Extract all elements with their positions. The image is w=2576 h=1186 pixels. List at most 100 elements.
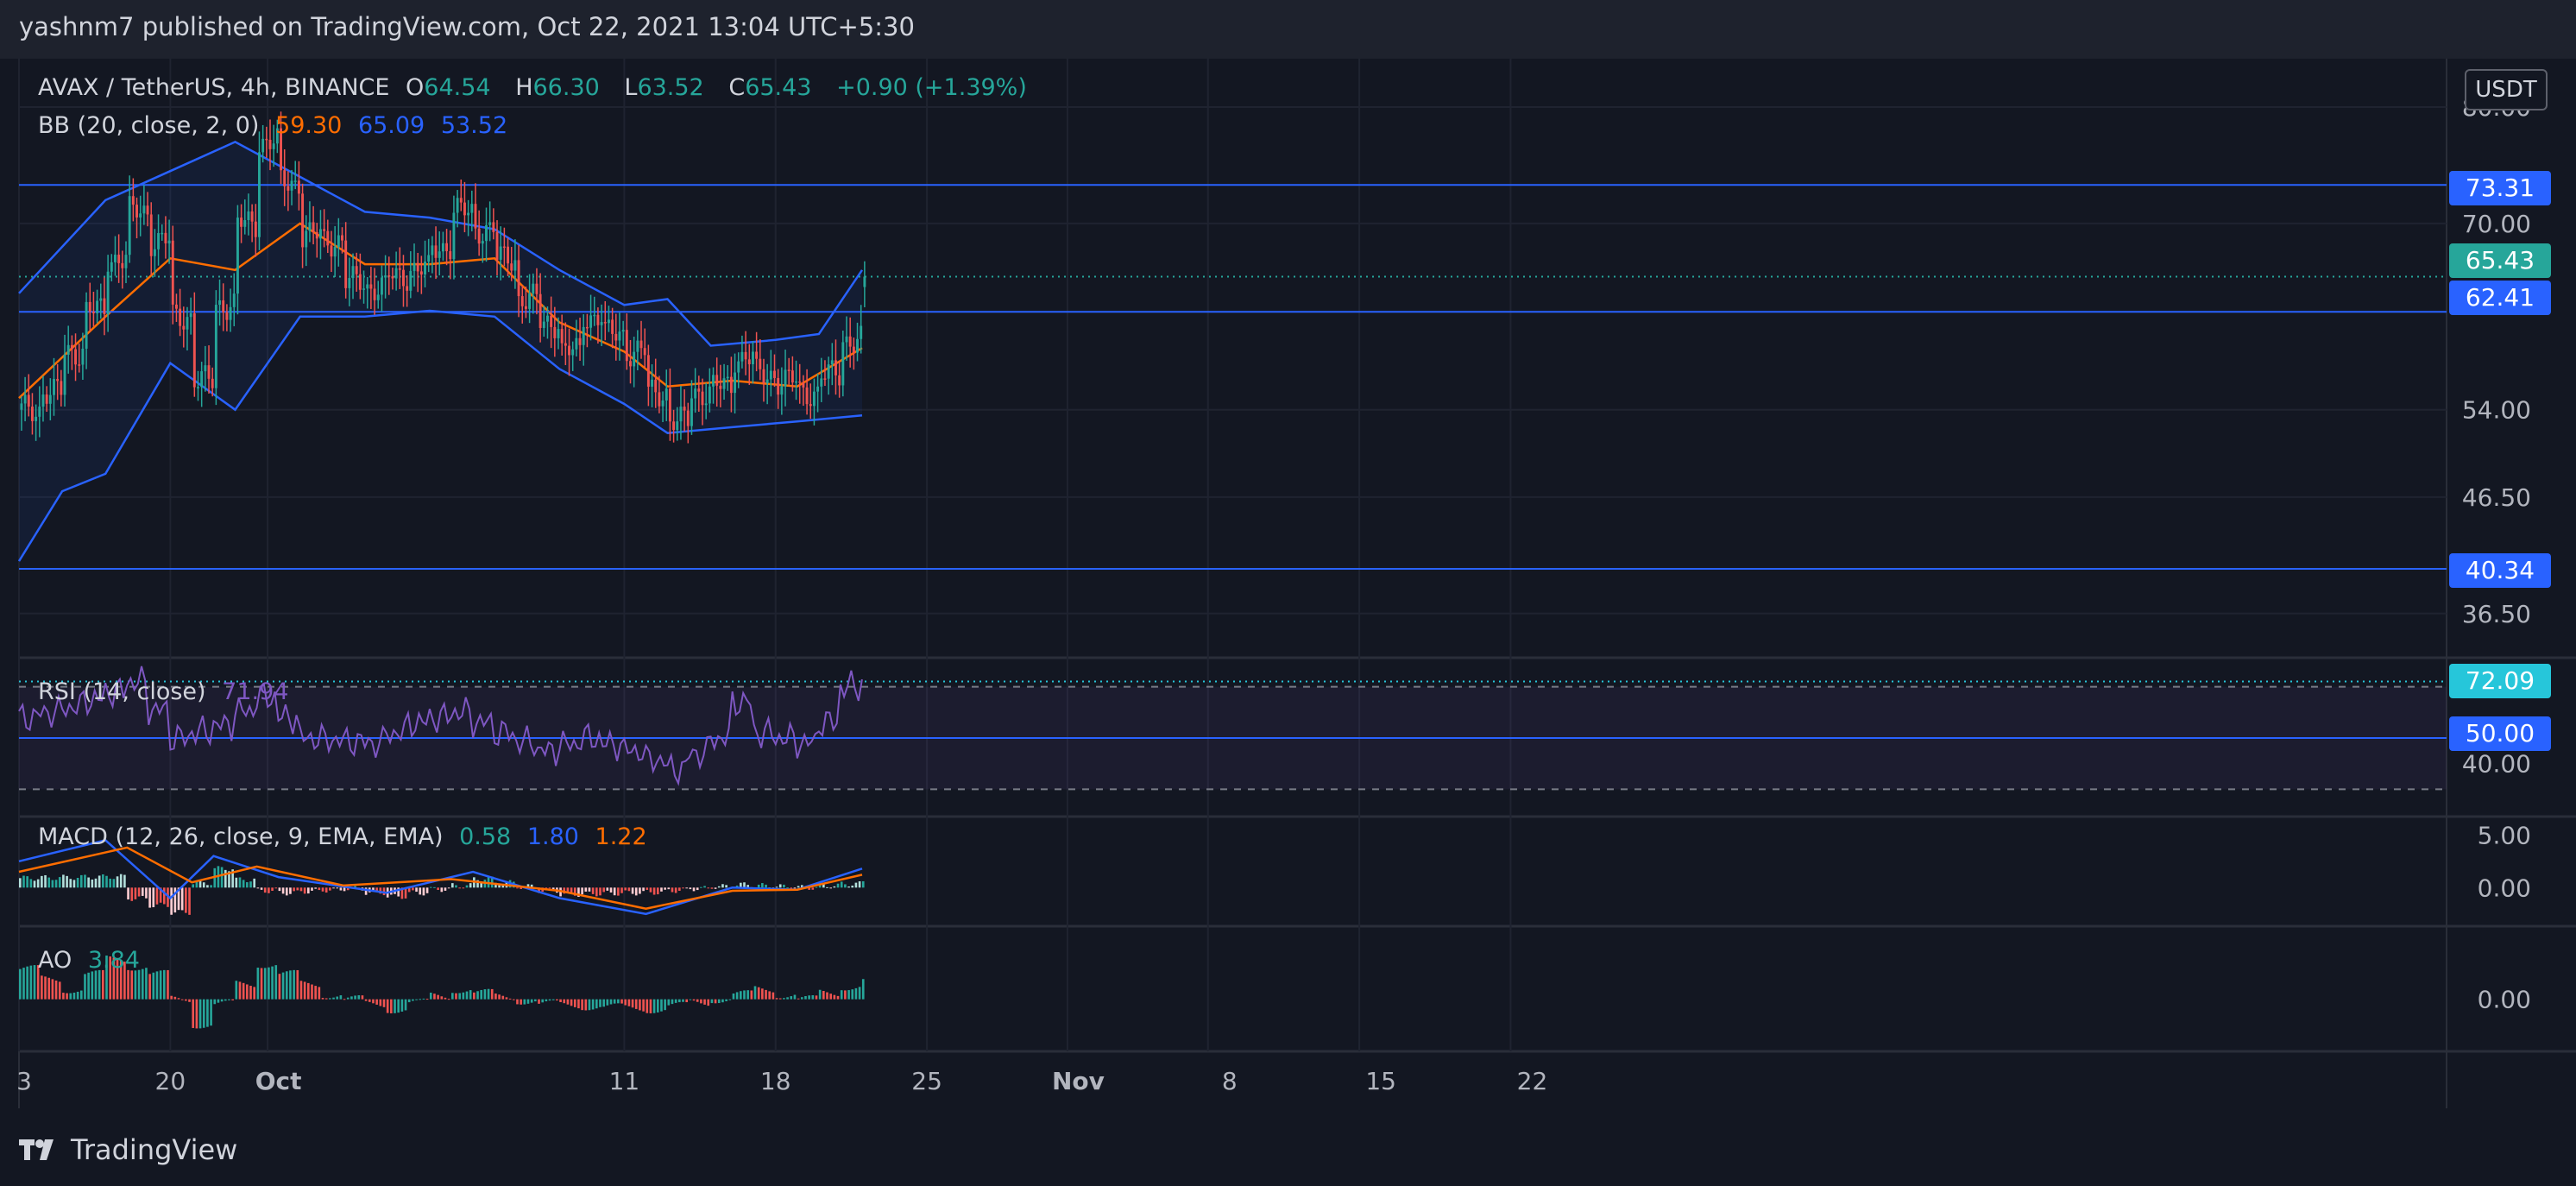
- ao-histogram-bar: [545, 999, 548, 1002]
- bb-legend[interactable]: BB (20, close, 2, 0) 59.30 65.09 53.52: [38, 112, 516, 139]
- candle-body: [218, 300, 222, 306]
- macd-histogram-bar: [775, 886, 778, 888]
- macd-histogram-bar: [98, 875, 101, 888]
- macd-histogram-bar: [526, 884, 530, 888]
- macd-value: 1.80: [526, 823, 579, 850]
- ao-histogram-bar: [213, 999, 217, 1005]
- candle-body: [35, 416, 38, 421]
- ao-histogram-bar: [87, 972, 90, 1000]
- macd-histogram-bar: [318, 887, 321, 891]
- candle-body: [755, 351, 759, 359]
- candle-body: [153, 249, 156, 256]
- candle-body: [646, 355, 650, 387]
- ao-histogram-bar: [563, 999, 566, 1004]
- candle-body: [318, 229, 322, 239]
- ao-histogram-bar: [732, 993, 735, 1000]
- macd-histogram-bar: [145, 887, 148, 899]
- candle-body: [744, 351, 747, 360]
- ao-histogram-bar: [185, 999, 187, 1001]
- candle-body: [297, 180, 300, 194]
- ao-histogram-bar: [462, 992, 465, 1000]
- ao-histogram-bar: [314, 986, 317, 1000]
- ao-histogram-bar: [490, 988, 494, 1000]
- candle-body: [557, 329, 560, 338]
- macd-histogram-bar: [591, 887, 595, 894]
- macd-histogram-bar: [152, 887, 155, 908]
- candle-body: [419, 271, 423, 274]
- ao-histogram-bar: [538, 999, 540, 1004]
- ao-histogram-bar: [285, 971, 288, 1000]
- macd-histogram-bar: [307, 887, 310, 894]
- ao-histogram-bar: [639, 999, 641, 1011]
- ao-histogram-bar: [559, 999, 562, 1002]
- macd-histogram-bar: [425, 887, 429, 893]
- candle-body: [664, 388, 668, 401]
- currency-button[interactable]: USDT: [2465, 69, 2548, 110]
- macd-histogram-bar: [617, 887, 620, 896]
- candle-body: [247, 211, 250, 221]
- ao-histogram-bar: [710, 999, 714, 1004]
- candle-body: [434, 245, 438, 258]
- macd-histogram-bar: [72, 880, 76, 888]
- candle-body: [337, 235, 340, 248]
- ao-histogram-bar: [98, 969, 101, 1000]
- candle-body: [394, 268, 398, 279]
- level-tag-62[interactable]: 62.41: [2449, 281, 2551, 315]
- macd-histogram-bar: [163, 887, 166, 905]
- ao-histogram-bar: [177, 998, 180, 1000]
- ao-histogram-bar: [786, 997, 789, 1000]
- level-tag-73[interactable]: 73.31: [2449, 171, 2551, 205]
- macd-histogram-bar: [44, 874, 47, 888]
- candle-body: [387, 275, 391, 277]
- ao-legend[interactable]: AO 3.84: [38, 947, 148, 974]
- ao-histogram-bar: [624, 999, 627, 1006]
- candle-body: [99, 298, 103, 301]
- macd-histogram-bar: [840, 881, 843, 888]
- symbol-legend: AVAX / TetherUS, 4h, BINANCE O64.54 H66.…: [38, 74, 1036, 101]
- candle-body: [582, 326, 585, 345]
- publish-info: yashnm7 published on TradingView.com, Oc…: [19, 12, 915, 41]
- macd-histogram-bar: [498, 885, 501, 888]
- level-tag-40[interactable]: 40.34: [2449, 553, 2551, 588]
- candle-body: [341, 235, 343, 241]
- macd-legend[interactable]: MACD (12, 26, close, 9, EMA, EMA) 0.58 1…: [38, 823, 656, 850]
- macd-histogram-bar: [354, 886, 356, 888]
- macd-histogram-bar: [786, 887, 789, 889]
- ao-histogram-bar: [775, 998, 778, 1000]
- candle-body: [161, 232, 164, 235]
- macd-histogram-bar: [324, 887, 328, 893]
- candle-body: [643, 348, 646, 356]
- macd-histogram-bar: [303, 887, 306, 894]
- ao-histogram-bar: [804, 996, 807, 1000]
- ao-histogram-bar: [844, 990, 847, 1000]
- macd-histogram-bar: [656, 887, 659, 895]
- macd-histogram-bar: [685, 887, 689, 889]
- time-axis-label: 3: [16, 1067, 32, 1095]
- price-axis-tick: 36.50: [2462, 600, 2531, 628]
- macd-histogram-bar: [148, 887, 151, 908]
- candle-body: [593, 314, 596, 317]
- macd-histogram-bar: [281, 887, 285, 894]
- rsi-legend[interactable]: RSI (14, close) 71.94: [38, 678, 297, 705]
- candle-body: [708, 386, 711, 404]
- candle-body: [250, 211, 254, 222]
- ao-histogram-bar: [379, 999, 382, 1006]
- macd-histogram-bar: [692, 887, 696, 892]
- symbol-name[interactable]: AVAX / TetherUS, 4h, BINANCE: [38, 74, 390, 101]
- macd-histogram-bar: [642, 887, 645, 892]
- macd-histogram-bar: [631, 887, 634, 894]
- ao-histogram-bar: [19, 968, 22, 1000]
- macd-name: MACD (12, 26, close, 9, EMA, EMA): [38, 823, 444, 850]
- tradingview-logo[interactable]: TradingView: [19, 1132, 237, 1167]
- candle-body: [85, 301, 88, 349]
- candle-body: [578, 338, 582, 345]
- macd-signal-value: 1.22: [595, 823, 647, 850]
- candle-body: [729, 376, 733, 394]
- ao-histogram-bar: [854, 987, 858, 1000]
- candle-body: [106, 271, 110, 315]
- macd-signal-line: [18, 846, 863, 910]
- ao-histogram-bar: [840, 990, 843, 1000]
- macd-histogram-bar: [465, 885, 469, 888]
- candle-body: [258, 152, 261, 237]
